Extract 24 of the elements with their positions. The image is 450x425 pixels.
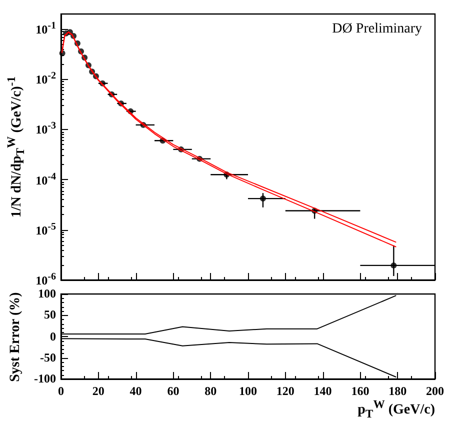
x-tick-label: 160 [351, 384, 370, 399]
x-tick-label: 100 [239, 384, 257, 399]
y-tick-label: 10$^{-1}$ [36, 20, 56, 38]
y-axis-title: Syst Error (%) [8, 292, 24, 382]
x-tick-label: 60 [167, 384, 180, 399]
y-tick-label: 10$^{-6}$ [36, 272, 56, 288]
y-tick-label: -50 [40, 350, 56, 366]
y-tick-label: -100 [34, 372, 56, 386]
x-tick-label: 20 [92, 384, 104, 399]
x-tick-label: 120 [276, 384, 294, 399]
y-tick-label: 10$^{-2}$ [36, 70, 56, 88]
y-tick-label: 10$^{-3}$ [36, 120, 56, 138]
x-tick-label: 80 [204, 384, 217, 399]
x-tick-label: 200 [426, 384, 444, 399]
y-tick-label: 0 [50, 329, 56, 344]
y-tick-label: 50 [44, 308, 56, 323]
annotation: DØ Preliminary [332, 22, 422, 36]
x-tick-label: 180 [388, 384, 407, 399]
x-axis-title: p$_{T}$$^{W}$ (GeV/c) [358, 398, 435, 420]
y-tick-label: 100 [38, 286, 56, 302]
y-tick-label: 10$^{-5}$ [36, 221, 56, 238]
y-tick-label: 10$^{-4}$ [36, 171, 56, 188]
x-tick-label: 40 [130, 384, 142, 399]
x-tick-label: 140 [314, 384, 332, 399]
